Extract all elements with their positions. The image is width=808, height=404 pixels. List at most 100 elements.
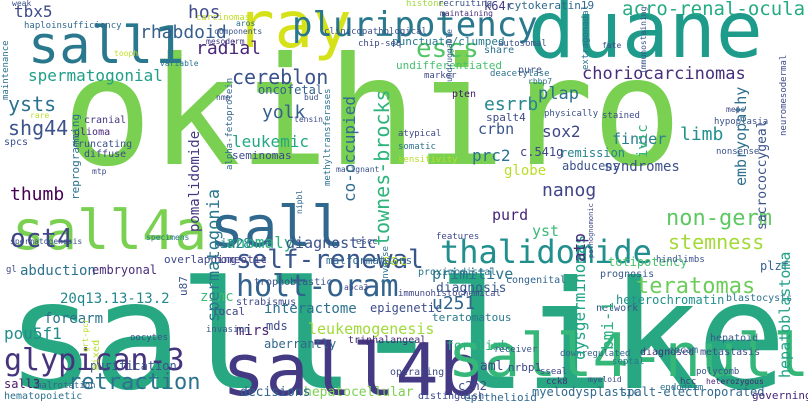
word-20q: 20q13.13-13.2 [60,291,170,307]
word-shg44: shg44 [8,116,69,140]
word-tooph: tooph [114,49,139,58]
word-weak: weak [12,0,32,8]
word-leukemogenesis: leukemogenesis [308,320,435,338]
word-plap: plap [538,84,579,104]
word-sensitivity: sensitivity [398,155,458,165]
word-nanog: nanog [542,180,597,201]
word-proximodistal: proximodistal [418,267,497,278]
word-variable: variable [160,59,199,68]
word-ivic: ivic [635,124,651,158]
word-operating: operating [390,367,445,378]
word-sseal: sseal [540,367,568,377]
word-trophoblastic: trophoblastic [254,277,333,288]
word-sall3: sall3 [4,377,41,391]
word-cereblon: cereblon [232,65,329,89]
word-diagnosis: diagnosis [436,281,507,296]
word-sall4a: sall4a [12,199,208,262]
word-carcinomas: carcinomas [196,13,251,23]
word-diffuse: diffuse [84,149,127,160]
word-mds: mds [266,319,288,333]
word-limb: limb [680,124,724,145]
word-thumb: thumb [10,184,65,205]
word-extragonadal: extragonadal [581,4,591,70]
word-holt-oram: holt-oram [236,269,399,304]
word-atp: atp [570,233,589,262]
word-crbn: crbn [478,120,515,138]
word-rare: rare [30,111,50,120]
word-c2h2: c2h2 [458,379,487,393]
word-forearm: forearm [44,311,104,327]
word-diagnostic: diagnostic [286,234,377,252]
word-malformations: malformations [326,254,413,267]
word-epcam: epcam [668,345,699,356]
word-homeotic: homeotic [214,253,267,266]
word-finger: finger [612,130,667,148]
word-inverse: inverse [381,246,391,284]
word-mtp: mtp [92,167,107,176]
word-malrotation: malrotation [36,381,96,391]
word-invasion: invasion [206,325,250,335]
word-rbbp7: rbbp7 [528,77,553,86]
word-escc: escc [356,237,378,247]
word-pou5f1: pou5f1 [4,324,62,343]
word-components: components [214,27,263,36]
word-autosomal: autosomal [498,39,547,49]
word-yst: yst [532,222,560,240]
word-pathognomonic: pathognomonic [587,203,595,258]
word-duane: duane [528,0,763,76]
word-sall4-null: sall4-null [448,321,808,391]
word-u87: u87 [177,276,190,296]
word-totipotency: totipotency [608,255,688,269]
word-sac: sac [382,253,408,269]
word-undifferentiated: undifferentiated [396,59,502,72]
word-spalt4: spalt4 [486,111,526,124]
word-mixed: mixed [91,339,102,370]
word-network: network [596,303,639,314]
word-gl: gl [6,265,17,275]
word-diagnosed: diagnosed [640,347,695,358]
word-polycomb: polycomb [696,367,740,377]
word-teratomas: teratomas [636,274,756,299]
word-neuromesodermal: neuromesodermal [779,54,789,136]
word-plzf: plzf [760,259,789,273]
word-maintenance: maintenance [1,40,11,100]
word-reprogramming: reprogramming [69,113,82,200]
word-self-renewal: self-renewal [236,245,424,275]
word-forelimb: forelimb [446,339,509,354]
word-grt-pcr: grt-pcr [81,318,90,352]
word-pten: pten [452,89,477,100]
word-anomaly: anomaly [226,233,294,252]
word-u251: u251 [432,293,476,314]
word-metastasis: metastasis [700,347,761,358]
word-chip-seq: chip-seq [358,39,402,49]
word-immunohisto: immunohistochemical [398,289,501,299]
word-focal: focal [212,305,246,318]
word-aml: aml [480,359,504,374]
word-spermatogonial: spermatogonial [28,66,163,85]
word-hepatocellular: hepatocellular [304,385,414,400]
word-hypoplasia: hypoplasia [714,117,769,127]
word-yolk: yolk [262,102,306,123]
word-oncofetal: oncofetal [258,83,324,97]
word-hos: hos [188,2,221,23]
word-syndromes: syndromes [604,159,680,175]
word-hematopoietic: hematopoietic [4,391,83,402]
word-sall4b: sall4b [222,328,483,404]
word-retraction: retraction [68,370,201,395]
word-hepatoblastoma: hepatoblastoma [776,251,794,378]
word-clinicopath: clinicopathological [324,27,427,37]
word-bmi-1: bmi-1 [598,301,617,350]
word-hcc: hcc [680,377,697,387]
word-okihiro: okihiro [62,26,682,200]
word-spermatogenesis: spermatogenesis [10,237,83,246]
word-features: features [436,232,480,242]
word-c541g: c.541g [520,145,564,159]
word-specimens: specimens [146,233,190,242]
word-pomalidomide: pomalidomide [187,130,203,232]
word-non-germ: non-germ [666,206,772,231]
word-hepatoid: hepatoid [710,333,759,344]
word-aros: aros [236,19,256,28]
word-deacetylase: deacetylase [490,69,550,79]
word-fate: fate [602,41,622,50]
word-malignant: malignant [336,165,380,174]
